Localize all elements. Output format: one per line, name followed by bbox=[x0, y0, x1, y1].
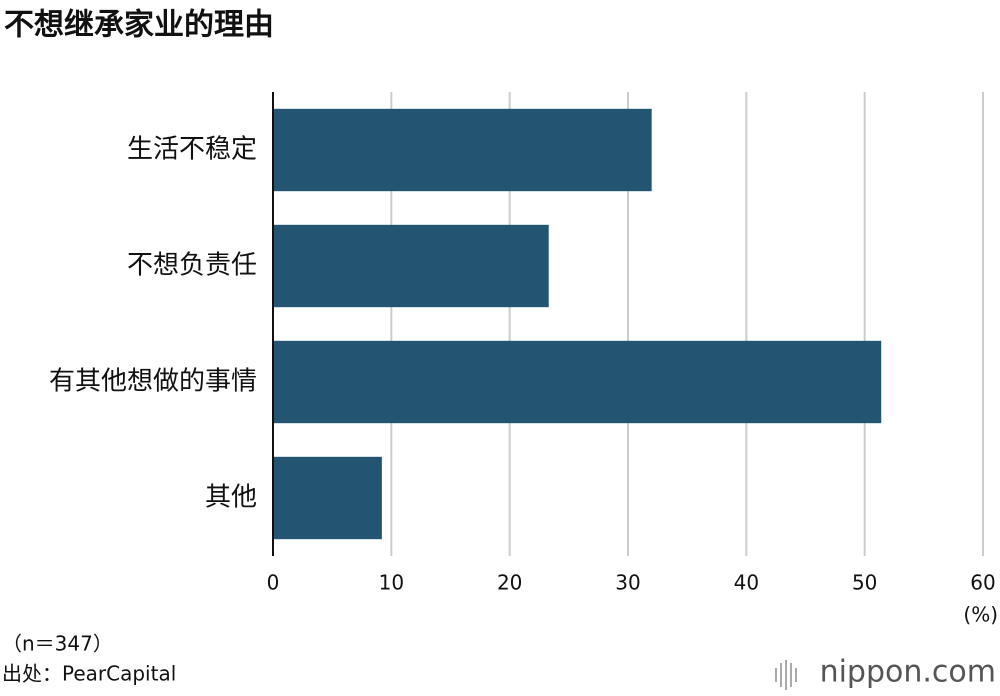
logo: nippon.com bbox=[820, 655, 996, 690]
source: 出处：PearCapital bbox=[2, 662, 176, 686]
bar bbox=[273, 224, 549, 308]
logo-icon bbox=[775, 660, 797, 690]
y-tick-label: 生活不稳定 bbox=[127, 135, 257, 165]
bar bbox=[273, 108, 652, 192]
axis-unit: (%) bbox=[963, 603, 998, 627]
x-tick-label: 60 bbox=[970, 571, 995, 595]
y-tick-label: 有其他想做的事情 bbox=[49, 367, 257, 397]
y-tick-label: 不想负责任 bbox=[127, 251, 257, 281]
chart-title: 不想继承家业的理由 bbox=[4, 8, 274, 43]
bar bbox=[273, 456, 382, 540]
y-tick-label: 其他 bbox=[205, 483, 257, 513]
x-tick-label: 10 bbox=[379, 571, 404, 595]
x-tick-label: 50 bbox=[852, 571, 877, 595]
note: （n＝347） bbox=[2, 632, 113, 656]
bar bbox=[273, 340, 882, 424]
x-tick-label: 20 bbox=[497, 571, 522, 595]
x-tick-label: 40 bbox=[734, 571, 759, 595]
x-tick-label: 30 bbox=[615, 571, 640, 595]
x-tick-label: 0 bbox=[267, 571, 280, 595]
